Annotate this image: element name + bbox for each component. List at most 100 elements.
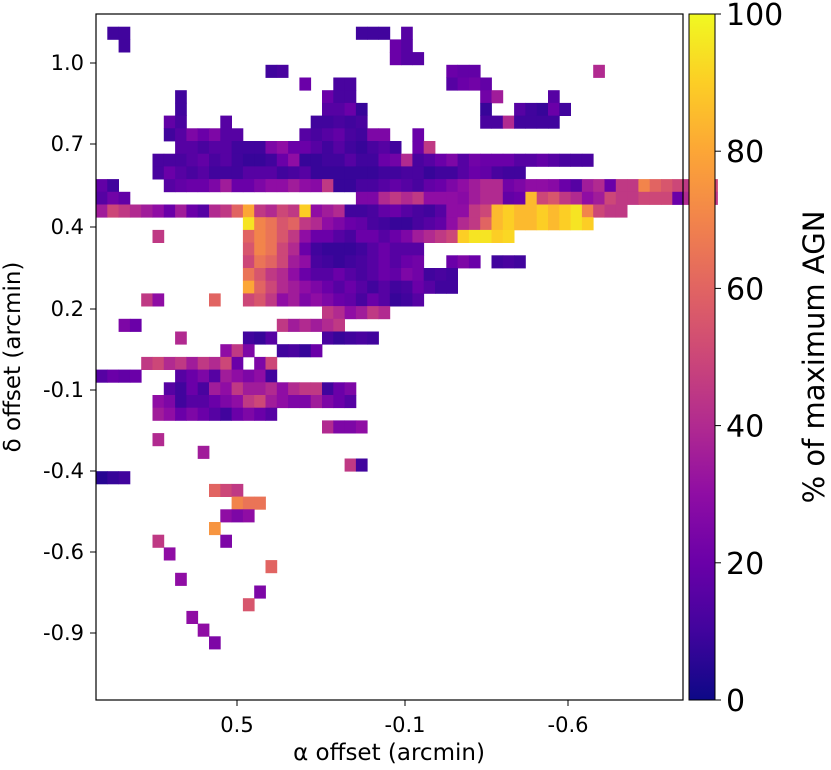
heatmap-cell [514,217,526,231]
heatmap-cell [220,166,232,180]
heatmap-cell [412,191,425,205]
heatmap-cell [423,141,436,155]
heatmap-cell [333,318,345,332]
heatmap-cell [333,128,345,142]
heatmap-cell [288,293,300,307]
heatmap-cell [163,153,176,167]
heatmap-cell [412,153,425,167]
heatmap-cell [209,395,221,409]
heatmap-cell [163,382,176,396]
heatmap-cell [310,204,323,218]
heatmap-cell [333,255,345,269]
heatmap-cell [197,204,210,218]
heatmap-cell [197,445,210,459]
heatmap-cell [480,204,492,218]
heatmap-cell [525,115,538,129]
heatmap-cell [401,229,413,243]
heatmap-cell [242,141,255,155]
heatmap-cell [322,255,334,269]
heatmap-cell [186,356,199,370]
heatmap-cell [502,217,515,231]
heatmap-cell [412,242,425,256]
heatmap-cell [344,395,357,409]
heatmap-cell [502,166,515,180]
heatmap-cell [310,242,323,256]
colorbar-label: % of maximum AGN [797,211,831,504]
heatmap-cell [638,191,651,205]
heatmap-cell [559,153,571,167]
heatmap-cell [242,509,255,523]
heatmap-cell [254,242,266,256]
heatmap-cell [536,153,549,167]
heatmap-cell [276,153,289,167]
heatmap-cell [355,153,368,167]
heatmap-cell [548,217,560,231]
heatmap-cell [468,64,481,78]
heatmap-cell [333,420,345,434]
heatmap-cell [197,369,210,383]
heatmap-cell [514,153,526,167]
heatmap-cell [254,382,266,396]
heatmap-cell [581,153,594,167]
heatmap-cell [355,420,368,434]
heatmap-cell [175,128,187,142]
heatmap-cell [514,115,526,129]
heatmap-cell [514,102,526,116]
heatmap-cell [593,191,605,205]
heatmap-cell [367,229,379,243]
heatmap-cell [344,115,357,129]
heatmap-cell [197,141,210,155]
heatmap-cell [435,280,447,294]
heatmap-cell [401,39,413,53]
heatmap-cell [220,395,232,409]
heatmap-cell [299,280,312,294]
heatmap-cell [129,318,142,332]
heatmap-cell [265,217,278,231]
heatmap-cell [310,395,323,409]
heatmap-cell [231,344,244,358]
heatmap-cell [265,166,278,180]
heatmap-cell [502,153,515,167]
heatmap-cell [276,395,289,409]
heatmap-cell [310,229,323,243]
heatmap-cell [457,191,470,205]
heatmap-cell [502,179,515,193]
heatmap-cell [197,179,210,193]
heatmap-cell [491,153,504,167]
heatmap-cell [186,407,199,421]
heatmap-cell [412,268,425,282]
heatmap-cell [389,153,402,167]
heatmap-cell [276,268,289,282]
heatmap-cell [355,179,368,193]
heatmap-cell [378,26,391,40]
colorbar-gradient [688,13,716,701]
heatmap-cell [355,229,368,243]
heatmap-cell [344,242,357,256]
heatmap-cell [446,191,458,205]
heatmap-cell [209,166,221,180]
heatmap-cell [615,179,628,193]
heatmap-cell [220,382,232,396]
heatmap-cell [367,141,379,155]
heatmap-cell [220,141,232,155]
heatmap-cell [175,102,187,116]
colorbar-tick-label: 0 [726,684,745,719]
heatmap-cell [491,166,504,180]
heatmap-cell [310,255,323,269]
heatmap-cell [480,166,492,180]
heatmap-cell [152,395,165,409]
heatmap-cell [333,242,345,256]
heatmap-cell [389,179,402,193]
heatmap-cell [220,204,232,218]
heatmap-cell [254,141,266,155]
y-tick-label: 1.0 [51,51,84,75]
heatmap-cell [457,217,470,231]
heatmap-cell [367,26,379,40]
heatmap-cell [209,356,221,370]
heatmap-cell [446,255,458,269]
heatmap-cell [96,191,108,205]
heatmap-cell [514,204,526,218]
heatmap-cell [389,204,402,218]
heatmap-cell [254,217,266,231]
heatmap-cell [299,128,312,142]
